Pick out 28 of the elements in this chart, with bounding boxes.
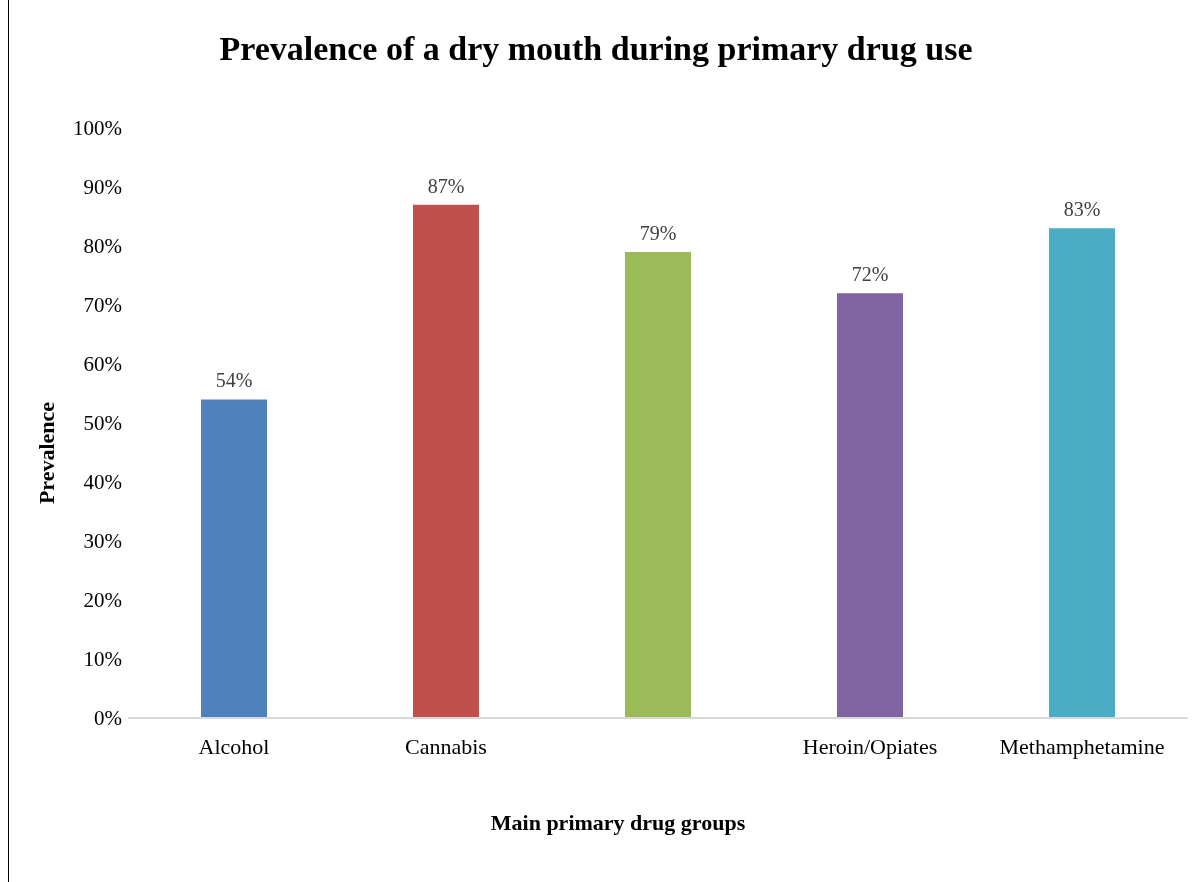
y-tick-label: 100% (73, 116, 122, 141)
bar (413, 204, 479, 718)
y-tick-label: 70% (83, 293, 122, 318)
data-label: 72% (851, 263, 889, 286)
y-tick-label: 0% (94, 706, 122, 731)
y-tick-label: 80% (83, 234, 122, 259)
y-tick-label: 90% (83, 175, 122, 200)
data-label: 87% (427, 174, 465, 197)
chart-title: Prevalence of a dry mouth during primary drug use (218, 30, 974, 68)
y-tick-label: 40% (83, 470, 122, 495)
bar (1049, 228, 1115, 718)
y-tick-label: 50% (83, 411, 122, 436)
data-label: 83% (1063, 198, 1101, 221)
bar (625, 251, 691, 718)
bar (837, 293, 903, 718)
data-label: 54% (215, 369, 253, 392)
x-tick-label: Cannabis (405, 733, 487, 759)
x-tick-label: Alcohol (198, 733, 270, 759)
data-label: 79% (639, 221, 677, 244)
x-axis-title: Main primary drug groups (489, 810, 747, 836)
y-tick-label: 30% (83, 529, 122, 554)
x-tick-label: Heroin/Opiates (802, 733, 938, 759)
bar (201, 399, 267, 718)
y-tick-label: 10% (83, 647, 122, 672)
y-tick-label: 20% (83, 588, 122, 613)
y-tick-label: 60% (83, 352, 122, 377)
x-tick-label: Methamphetamine (999, 733, 1165, 759)
y-axis-title: Prevalence (34, 401, 60, 505)
